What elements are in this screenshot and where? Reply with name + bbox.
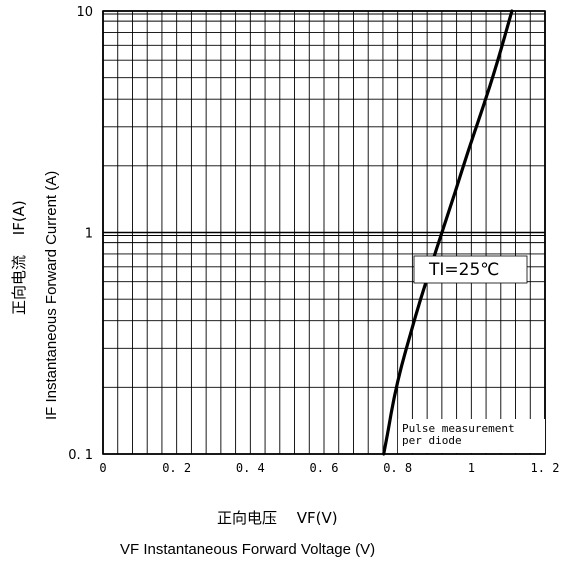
x-tick-label: 1 (468, 461, 475, 475)
x-tick-label: 0 (99, 461, 106, 475)
x-axis-title-cn: 正向电压 VF(V) (217, 509, 338, 527)
pulse-note-box (398, 419, 545, 453)
plot-frame (102, 10, 546, 455)
temperature-label: TI=25℃ (428, 260, 499, 280)
x-axis-title-en: VF Instantaneous Forward Voltage (V) (120, 541, 375, 558)
x-tick-label: 0. 4 (236, 461, 265, 475)
temperature-label-box (413, 255, 528, 284)
y-tick-label: 1 (85, 227, 93, 242)
x-tick-label: 0. 2 (162, 461, 191, 475)
grid (102, 10, 546, 455)
y-tick-label: 10 (76, 5, 93, 20)
x-tick-labels: 0 0. 2 0. 4 0. 6 0. 8 1 1. 2 (99, 461, 559, 475)
x-tick-label: 1. 2 (531, 461, 560, 475)
y-axis-title-cn: 正向电流 IF(A) (10, 200, 28, 315)
x-tick-label: 0. 6 (310, 461, 339, 475)
pulse-note-line1: Pulse measurement (402, 422, 515, 435)
y-tick-labels: 0. 1 1 10 (68, 5, 93, 463)
y-axis-title-en: IF Instantaneous Forward Current (A) (43, 171, 60, 420)
pulse-note-line2: per diode (402, 434, 462, 447)
x-tick-label: 0. 8 (383, 461, 412, 475)
y-tick-label: 0. 1 (68, 448, 93, 463)
